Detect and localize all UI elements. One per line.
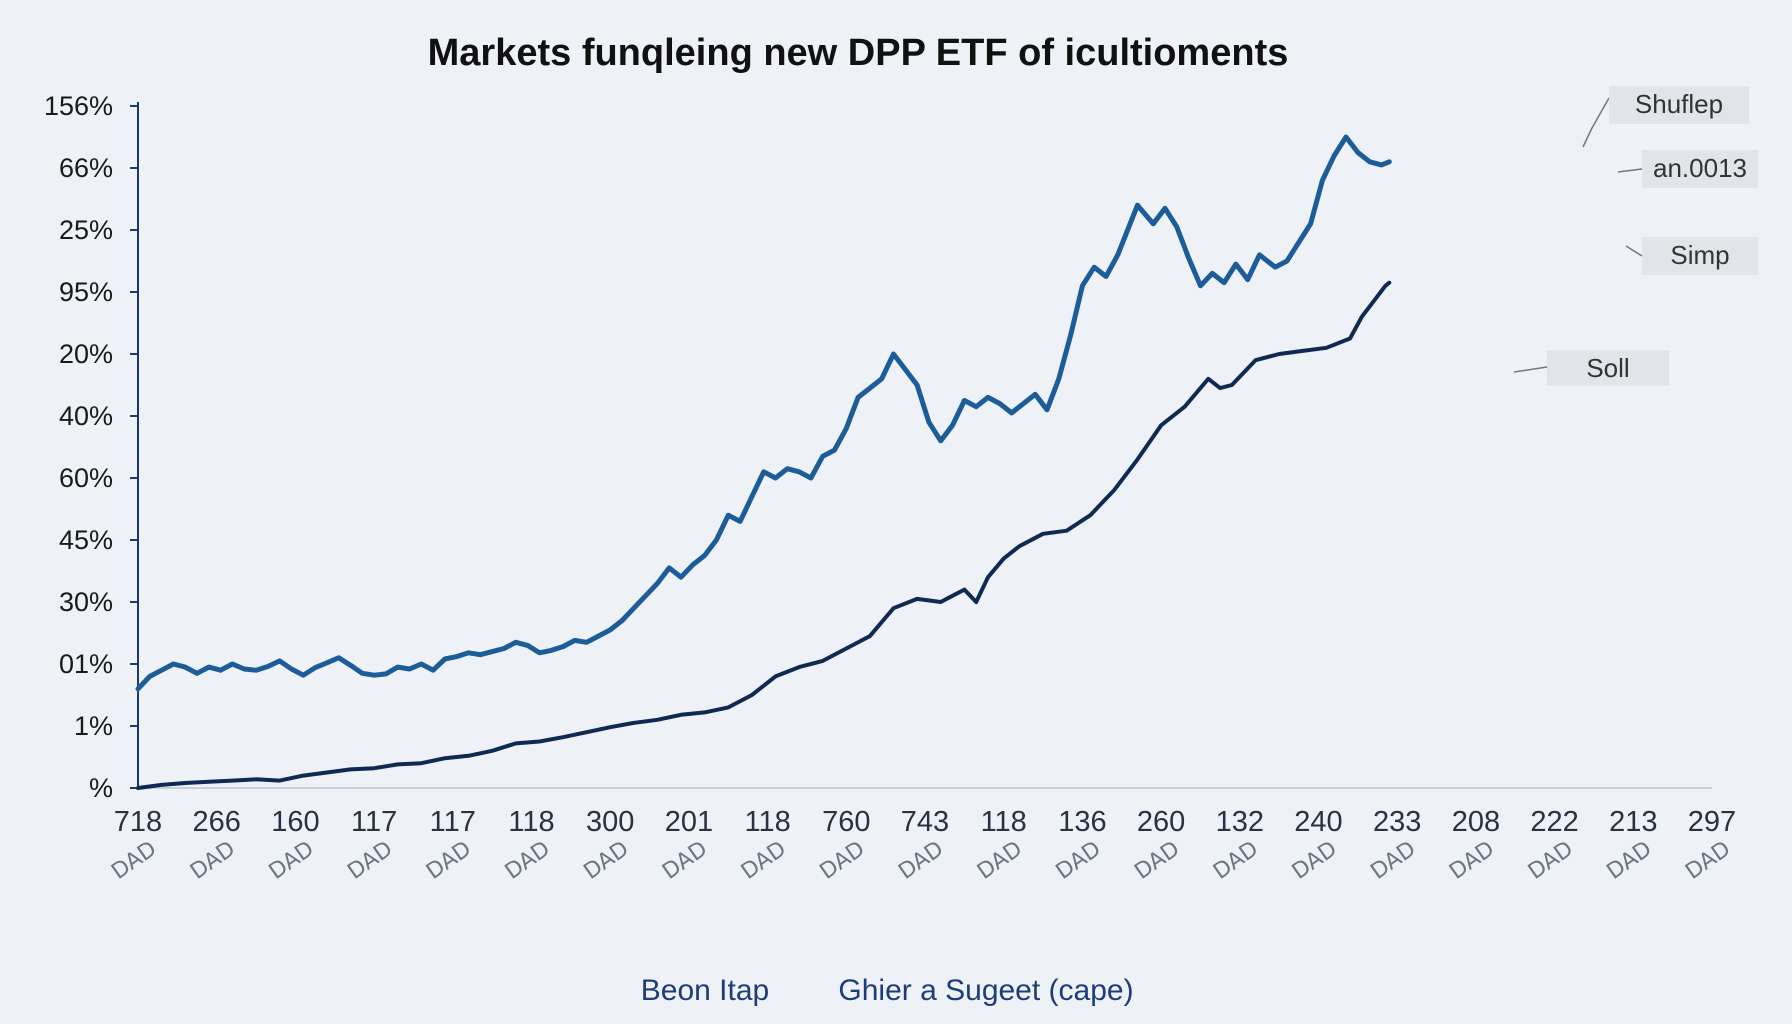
annotation-box <box>1547 350 1669 386</box>
x-tick-label: 297 <box>1688 806 1736 838</box>
x-sub-label: DAD <box>1288 837 1342 885</box>
legend-entry: Beon Itap <box>641 974 769 1007</box>
x-sub-label: DAD <box>343 837 397 885</box>
x-sub-label: DAD <box>816 837 870 885</box>
x-sub-label: DAD <box>1366 837 1420 885</box>
annotation-label: Soll <box>1586 353 1629 383</box>
series-line-2 <box>136 280 1392 790</box>
y-tick-label: 01% <box>59 649 113 679</box>
annotation-leader-line <box>1617 168 1643 173</box>
x-tick-label: 300 <box>586 806 634 838</box>
x-tick-label: 201 <box>665 806 713 838</box>
x-sub-label: DAD <box>1130 837 1184 885</box>
x-tick-label: 160 <box>271 806 319 838</box>
annotation-callout: Simp <box>1625 237 1758 275</box>
x-tick-label: 117 <box>430 806 476 838</box>
x-tick-label: 208 <box>1452 806 1500 838</box>
x-sub-label: DAD <box>1445 837 1499 885</box>
x-sub-label: DAD <box>737 837 791 885</box>
annotation-label: Shuflep <box>1635 89 1723 119</box>
legend-entry: Ghier a Sugeet (cape) <box>838 974 1133 1007</box>
annotation-box <box>1642 150 1758 188</box>
y-tick-label: 95% <box>59 277 113 307</box>
annotation-leader-line <box>1513 366 1548 373</box>
annotation-callout: an.0013 <box>1617 150 1758 188</box>
series-layer <box>135 134 1392 790</box>
y-tick-label: 156% <box>44 91 113 121</box>
x-tick-label: 213 <box>1609 806 1657 838</box>
annotation-box <box>1642 237 1758 275</box>
x-tick-label: 222 <box>1530 806 1578 838</box>
x-sub-label: DAD <box>501 837 555 885</box>
x-tick-label: 240 <box>1294 806 1342 838</box>
x-sub-label: DAD <box>186 837 240 885</box>
annotation-callout: Soll <box>1513 350 1669 386</box>
x-tick-label: 132 <box>1216 806 1264 838</box>
y-tick-label: % <box>89 773 113 803</box>
y-tick-label: 66% <box>59 153 113 183</box>
x-tick-label: 266 <box>193 806 241 838</box>
x-tick-label: 118 <box>981 806 1027 838</box>
x-sub-label: DAD <box>1524 837 1578 885</box>
legend: Beon Itap Ghier a Sugeet (cape) <box>641 974 1134 1007</box>
annotation-callout: Shuflep <box>1582 86 1749 148</box>
x-sub-label: DAD <box>1681 837 1735 885</box>
x-sub-label: DAD <box>422 837 476 885</box>
x-sub-label: DAD <box>265 837 319 885</box>
x-tick-label: 760 <box>822 806 870 838</box>
x-tick-label: 233 <box>1373 806 1421 838</box>
x-tick-label: 118 <box>744 806 790 838</box>
annotation-box <box>1609 86 1749 124</box>
x-sub-label: DAD <box>579 837 633 885</box>
annotation-label: Simp <box>1670 240 1729 270</box>
annotation-leader-line <box>1625 245 1643 257</box>
x-tick-label: 743 <box>901 806 949 838</box>
x-sub-label: DAD <box>1603 837 1657 885</box>
x-sub-label: DAD <box>1209 837 1263 885</box>
annotations-layer: Shuflep an.0013 Simp Soll <box>1513 86 1758 386</box>
y-tick-label: 45% <box>59 525 113 555</box>
y-tick-label: 25% <box>59 215 113 245</box>
x-sub-label: DAD <box>894 837 948 885</box>
x-sub-label: DAD <box>658 837 712 885</box>
series-line-1 <box>135 134 1392 692</box>
annotation-label: an.0013 <box>1653 153 1747 183</box>
chart-title: Markets funqleing new DPP ETF of icultio… <box>428 32 1289 74</box>
x-tick-label: 118 <box>508 806 554 838</box>
x-axis: 718DAD266DAD160DAD117DAD117DAD118DAD300D… <box>107 787 1736 885</box>
x-tick-label: 718 <box>114 806 162 838</box>
annotation-leader-line <box>1582 97 1610 148</box>
x-sub-label: DAD <box>1052 837 1106 885</box>
y-tick-label: 40% <box>59 401 113 431</box>
x-sub-label: DAD <box>107 837 161 885</box>
y-tick-label: 1% <box>74 711 113 741</box>
y-tick-label: 30% <box>59 587 113 617</box>
y-tick-label: 60% <box>59 463 113 493</box>
y-axis: % 1% 01% 30% 45% 60% 40% 20% 95% 25% 66% 156% <box>44 91 139 803</box>
x-tick-label: 260 <box>1137 806 1185 838</box>
y-tick-label: 20% <box>59 339 113 369</box>
x-sub-label: DAD <box>973 837 1027 885</box>
x-tick-label: 136 <box>1058 806 1106 838</box>
x-tick-label: 117 <box>351 806 397 838</box>
